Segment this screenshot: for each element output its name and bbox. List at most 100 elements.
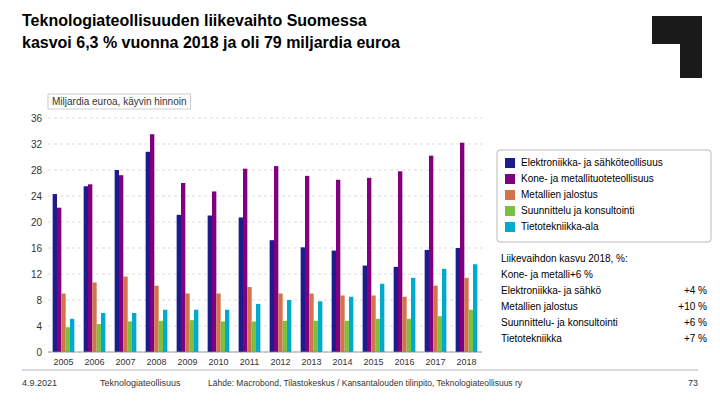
title: Teknologiateollisuuden liikevaihto Suome… [22,12,367,29]
bar [380,284,384,352]
y-tick-label: 24 [31,191,43,202]
bar [66,327,70,352]
x-tick-label: 2008 [146,357,166,367]
bar [57,208,61,352]
legend-label: Tietotekniikka-ala [521,221,599,232]
bar [363,266,367,352]
x-tick-label: 2010 [208,357,228,367]
annotation-label: Elektroniikka- ja sähkö [501,285,601,296]
footer-line [22,370,698,371]
x-tick-label: 2005 [53,357,73,367]
bar [256,304,260,352]
bar [119,175,123,352]
x-tick-label: 2014 [332,357,352,367]
bar [371,295,375,352]
bar [433,286,437,352]
bar [216,294,220,353]
y-tick-label: 36 [31,113,43,124]
annotation-value: +6 % [684,317,707,328]
bar [464,278,468,352]
bar [163,310,167,352]
y-label: Miljardia euroa, käyvin hinnoin [52,96,187,107]
background [0,0,720,405]
footer-text: Lähde: Macrobond, Tilastokeskus / Kansan… [208,378,523,388]
grid-line [48,118,482,119]
legend-box [497,150,711,242]
logo-bar [680,16,702,78]
bar [349,297,353,352]
legend-label: Suunnittelu ja konsultointi [521,205,634,216]
bar [132,313,136,352]
x-tick-label: 2015 [363,357,383,367]
footer-text: Teknologiateollisuus [100,378,181,388]
x-tick-label: 2013 [301,357,321,367]
footer-text: 4.9.2021 [22,378,57,388]
legend-swatch [505,190,515,200]
bar [70,319,74,352]
bar [301,247,305,352]
bar [425,250,429,352]
bar [53,194,57,352]
bar [367,178,371,352]
x-tick-label: 2006 [84,357,104,367]
bar [402,297,406,352]
bar [101,313,105,352]
bar [177,215,181,352]
y-tick-label: 28 [31,165,43,176]
bar [84,186,88,352]
y-tick-label: 12 [31,269,43,280]
bar [185,294,189,353]
bar [225,310,229,352]
x-tick-label: 2012 [270,357,290,367]
bar [376,319,380,352]
bar [159,321,163,352]
x-tick-label: 2009 [177,357,197,367]
grid-line [48,196,482,197]
grid-line [48,222,482,223]
legend-label: Metallien jalostus [521,189,598,200]
x-axis-line [48,352,482,353]
bar [345,321,349,352]
annotations: Liikevaihdon kasvu 2018, %: Kone- ja meta… [501,253,707,344]
bar [469,310,473,352]
bar [318,301,322,352]
bar [274,166,278,352]
series [70,264,477,352]
bar [332,251,336,352]
y-tick-label: 8 [36,295,42,306]
grid-line [48,144,482,145]
bar [150,134,154,352]
grid-line [48,300,482,301]
bar [473,264,477,352]
bar [394,267,398,352]
bar [97,324,101,352]
bar [398,171,402,352]
bar [61,294,65,353]
annotation-label: Liikevaihdon kasvu 2018, %: [501,253,628,264]
bar [243,169,247,352]
y-tick-label: 16 [31,243,43,254]
x-tick-label: 2011 [240,357,259,367]
annotation-label: Tietotekniikka [501,333,562,344]
bar [287,300,291,352]
legend-label: Kone- ja metallituoteteollisuus [521,173,654,184]
bar [190,320,194,352]
grid-line [48,248,482,249]
bar [283,321,287,352]
x-tick-label: 2016 [394,357,414,367]
bar [221,321,225,352]
bar [252,321,256,352]
annotation-value: +10 % [678,301,707,312]
chart: Teknologiateollisuuden liikevaihto Suome… [0,0,720,405]
annotation-label: Kone- ja metalli+6 % [501,269,593,280]
bar [194,310,198,352]
y-label-group: Miljardia euroa, käyvin hinnoin [48,94,191,109]
bars [53,134,478,352]
bar [270,240,274,352]
bar [340,295,344,352]
legend-swatch [505,222,515,232]
y-tick-label: 32 [31,139,43,150]
annotation-value: +4 % [684,285,707,296]
bar [278,294,282,353]
grid [48,118,482,352]
